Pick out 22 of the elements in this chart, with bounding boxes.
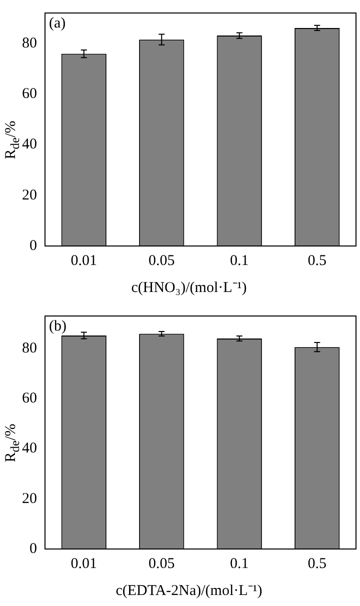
x-tick-label: 0.05	[148, 556, 175, 572]
x-tick-label: 0.5	[308, 252, 326, 269]
y-tick-label: 20	[22, 187, 37, 204]
y-tick-label: 60	[22, 86, 37, 102]
y-tick-label: 40	[22, 136, 37, 153]
x-axis-title: c(HNO₃)/(mol·L⁻¹)	[130, 279, 248, 297]
x-tick-label: 0.1	[230, 556, 249, 572]
annotation: (b)	[49, 318, 66, 334]
y-tick-label: 0	[30, 540, 37, 557]
y-tick-label: 0	[30, 238, 37, 254]
x-tick-label: 0.01	[70, 556, 97, 572]
x-tick-label: 0.1	[230, 252, 249, 269]
y-tick-label: 60	[22, 390, 37, 407]
x-tick-label: 0.5	[308, 556, 326, 572]
y-tick-label: 40	[22, 440, 37, 457]
y-tick-label: 20	[22, 490, 37, 507]
x-axis-title: c(EDTA-2Na)/(mol·L⁻¹)	[114, 582, 264, 600]
y-tick-label: 80	[22, 340, 37, 357]
annotation: (a)	[49, 15, 66, 32]
y-tick-label: 80	[22, 35, 37, 52]
x-tick-label: 0.01	[70, 252, 97, 269]
x-tick-label: 0.05	[148, 252, 175, 269]
